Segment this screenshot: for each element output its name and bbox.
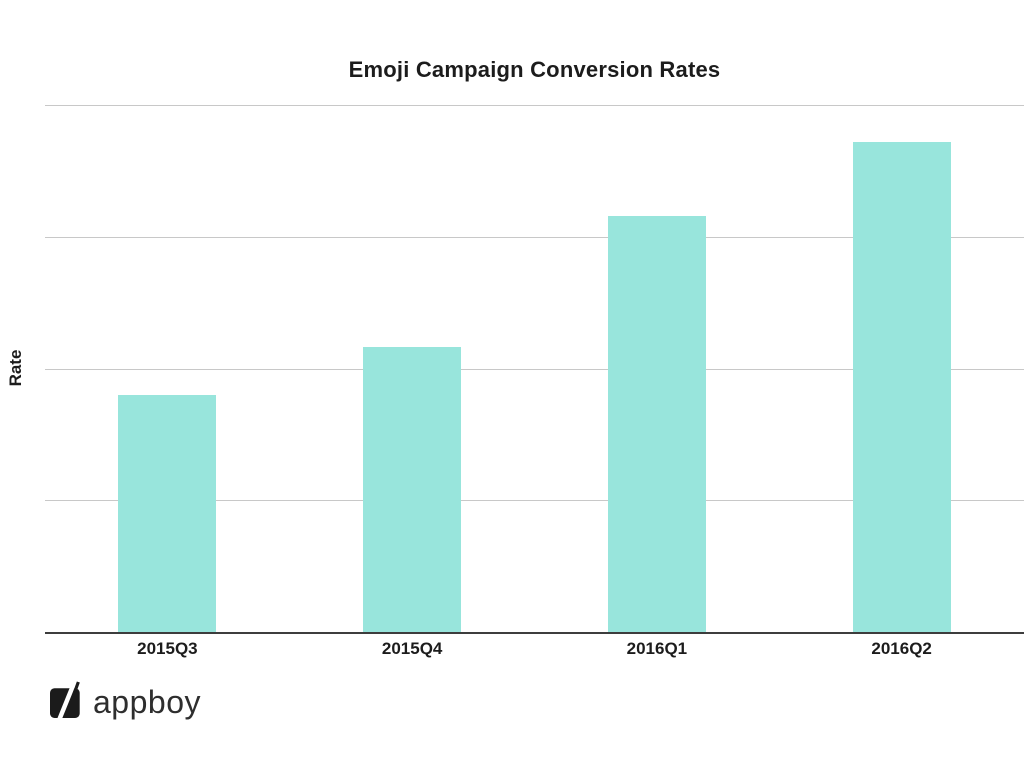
appboy-logo: appboy <box>50 680 201 720</box>
bar-2016Q2 <box>852 141 951 632</box>
x-tick-label: 2015Q4 <box>381 639 443 658</box>
gridline <box>45 500 1024 502</box>
x-tick-label: 2016Q2 <box>871 639 932 658</box>
x-tick-label: 2015Q3 <box>137 639 198 658</box>
bar-2015Q4 <box>363 347 462 632</box>
y-axis-label: Rate <box>6 349 25 387</box>
bar-2015Q3 <box>118 394 217 632</box>
x-tick-label: 2016Q1 <box>626 639 688 658</box>
logo-text: appboy <box>93 684 201 720</box>
bar-2016Q1 <box>607 215 706 632</box>
gridline <box>45 236 1024 238</box>
chart-title: Emoji Campaign Conversion Rates <box>348 57 721 82</box>
plot-area <box>45 105 1024 634</box>
gridline <box>45 105 1024 106</box>
gridline <box>45 368 1024 370</box>
x-axis-labels: 2015Q3 2015Q4 2016Q1 2016Q2 <box>45 639 1024 665</box>
slash-square-icon <box>50 681 80 720</box>
